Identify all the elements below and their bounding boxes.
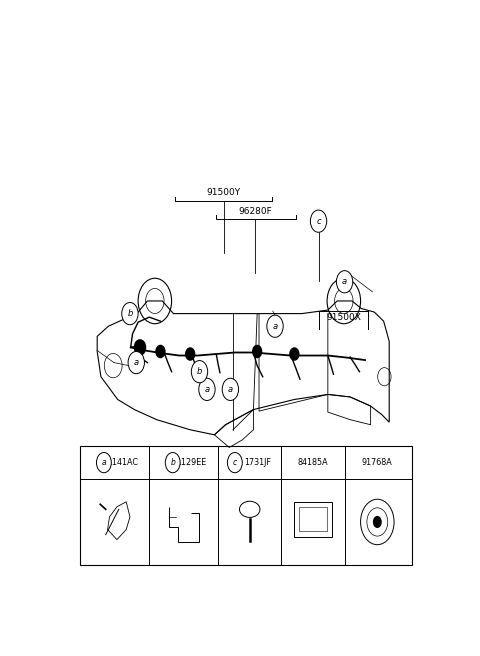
Text: 1731JF: 1731JF — [244, 458, 271, 467]
Circle shape — [373, 516, 382, 528]
Text: c: c — [316, 216, 321, 226]
Bar — [299, 507, 327, 531]
Circle shape — [156, 346, 165, 358]
Circle shape — [267, 315, 283, 337]
Text: 96280F: 96280F — [239, 207, 272, 216]
Circle shape — [311, 210, 327, 232]
Circle shape — [134, 340, 145, 355]
Text: a: a — [273, 321, 277, 331]
Circle shape — [122, 302, 138, 325]
Circle shape — [222, 379, 239, 400]
Text: b: b — [170, 458, 175, 467]
Text: 91500Y: 91500Y — [206, 188, 241, 197]
Circle shape — [192, 361, 208, 383]
Circle shape — [128, 352, 144, 374]
Circle shape — [228, 453, 242, 473]
Text: 91500X: 91500X — [326, 313, 361, 322]
Text: c: c — [233, 458, 237, 467]
Circle shape — [186, 348, 195, 360]
Text: a: a — [102, 458, 106, 467]
Text: a: a — [134, 358, 139, 367]
Text: 1141AC: 1141AC — [107, 458, 138, 467]
Text: b: b — [127, 309, 132, 318]
Text: 91768A: 91768A — [362, 458, 393, 467]
Text: b: b — [197, 367, 202, 376]
Circle shape — [199, 379, 215, 400]
Bar — [294, 502, 332, 537]
Circle shape — [96, 453, 111, 473]
Text: 1129EE: 1129EE — [176, 458, 206, 467]
Text: a: a — [228, 385, 233, 394]
Text: a: a — [204, 385, 209, 394]
Circle shape — [290, 348, 299, 360]
Bar — [81, 446, 411, 565]
Text: a: a — [342, 277, 347, 286]
Circle shape — [252, 346, 262, 358]
Circle shape — [165, 453, 180, 473]
Text: 84185A: 84185A — [298, 458, 328, 467]
Circle shape — [336, 271, 353, 293]
